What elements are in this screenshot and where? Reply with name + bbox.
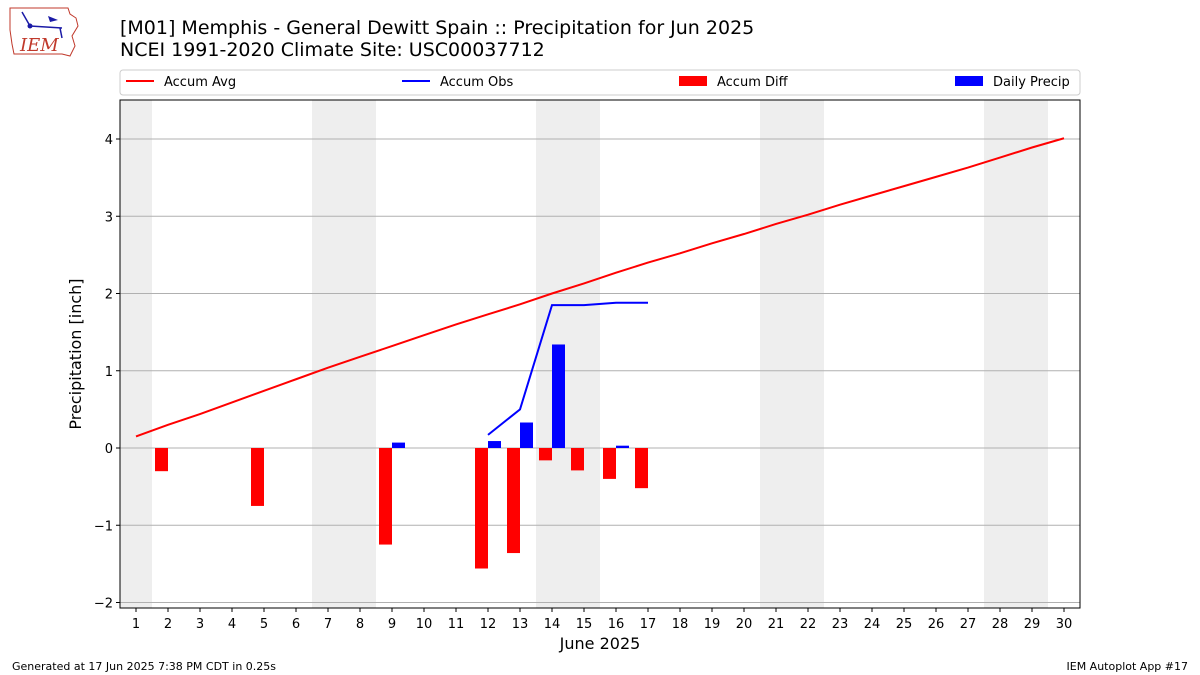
x-tick-label: 26 (928, 617, 945, 632)
app-credit: IEM Autoplot App #17 (1066, 660, 1189, 673)
logo-station-icon (29, 25, 63, 29)
x-tick-label: 25 (896, 617, 913, 632)
weekend-band (120, 100, 152, 608)
x-tick-label: 11 (448, 617, 465, 632)
accum-obs-line (487, 301, 648, 436)
x-tick-label: 14 (544, 617, 561, 632)
legend-item: Accum Diff (679, 75, 789, 90)
weekend-band (760, 100, 792, 608)
x-tick-label: 10 (416, 617, 433, 632)
legend-label: Accum Diff (717, 75, 789, 90)
daily-precip-bar (488, 441, 501, 448)
x-tick-label: 9 (388, 617, 396, 632)
weekend-band (312, 100, 344, 608)
accum-avg-line (135, 137, 1065, 438)
y-tick-label: 0 (105, 442, 113, 457)
x-tick-label: 17 (640, 617, 657, 632)
x-tick-label: 16 (608, 617, 625, 632)
x-tick-label: 21 (768, 617, 785, 632)
weekend-band (984, 100, 1016, 608)
y-tick-label: 4 (105, 133, 113, 148)
y-tick-label: 2 (105, 288, 113, 303)
y-tick-label: −2 (94, 597, 113, 612)
y-tick-label: 1 (105, 365, 113, 380)
x-tick-label: 15 (576, 617, 593, 632)
chart-title: [M01] Memphis - General Dewitt Spain :: … (120, 17, 755, 39)
legend-label: Accum Avg (164, 75, 236, 90)
x-tick-label: 24 (864, 617, 881, 632)
weekend-band (568, 100, 600, 608)
legend: Accum Avg Accum Obs Accum Diff Daily Precip (119, 69, 1081, 96)
x-tick-label: 7 (324, 617, 332, 632)
daily-precip-bar (616, 445, 629, 448)
x-tick-label: 1 (132, 617, 140, 632)
x-tick-label: 13 (512, 617, 529, 632)
y-tick-label: 3 (105, 210, 113, 225)
x-tick-label: 30 (1056, 617, 1073, 632)
legend-box (119, 69, 1081, 96)
weekend-band (792, 100, 824, 608)
x-tick-label: 18 (672, 617, 689, 632)
y-axis-label: Precipitation [inch] (66, 278, 85, 429)
weekend-band (1016, 100, 1048, 608)
logo-sensor-icon (27, 23, 33, 29)
axes-frame (119, 99, 1081, 609)
iem-logo: IEM (9, 7, 79, 57)
legend-item: Daily Precip (955, 75, 1070, 90)
accum-diff-bar (539, 448, 552, 461)
x-tick-label: 22 (800, 617, 817, 632)
x-tick-label: 3 (196, 617, 204, 632)
logo-text: IEM (19, 35, 59, 56)
logo-vane-icon (48, 16, 58, 22)
x-tick-label: 2 (164, 617, 172, 632)
x-tick-label: 23 (832, 617, 849, 632)
daily-precip-bar (392, 442, 405, 448)
logo-wind-icon (21, 11, 31, 27)
logo-mast-icon (59, 27, 63, 39)
y-tick-label: −1 (94, 519, 113, 534)
legend-bar-swatch (955, 76, 983, 86)
accum-diff-bar (507, 448, 520, 554)
x-tick-label: 4 (228, 617, 236, 632)
x-axis-label: June 2025 (559, 634, 641, 653)
x-tick-label: 27 (960, 617, 977, 632)
accum-diff-bar (475, 448, 488, 569)
accum-diff-bar (635, 448, 648, 489)
accum-diff-bar (379, 448, 392, 545)
daily-precip-bar (520, 422, 533, 448)
legend-item: Accum Obs (402, 75, 513, 90)
legend-item: Accum Avg (126, 75, 236, 90)
x-tick-label: 19 (704, 617, 721, 632)
accum-diff-bar (603, 448, 616, 479)
legend-label: Daily Precip (993, 75, 1070, 90)
x-tick-label: 5 (260, 617, 268, 632)
accum-diff-bar (571, 448, 584, 471)
x-tick-label: 8 (356, 617, 364, 632)
x-tick-label: 28 (992, 617, 1009, 632)
daily-precip-bar (552, 344, 565, 448)
x-tick-label: 12 (480, 617, 497, 632)
generated-timestamp: Generated at 17 Jun 2025 7:38 PM CDT in … (12, 660, 277, 673)
x-tick-label: 6 (292, 617, 300, 632)
legend-bar-swatch (679, 76, 707, 86)
accum-diff-bar (251, 448, 264, 506)
chart-subtitle: NCEI 1991-2020 Climate Site: USC00037712 (120, 39, 545, 61)
accum-diff-bar (155, 448, 168, 472)
x-tick-label: 29 (1024, 617, 1041, 632)
x-tick-label: 20 (736, 617, 753, 632)
legend-label: Accum Obs (440, 75, 513, 90)
